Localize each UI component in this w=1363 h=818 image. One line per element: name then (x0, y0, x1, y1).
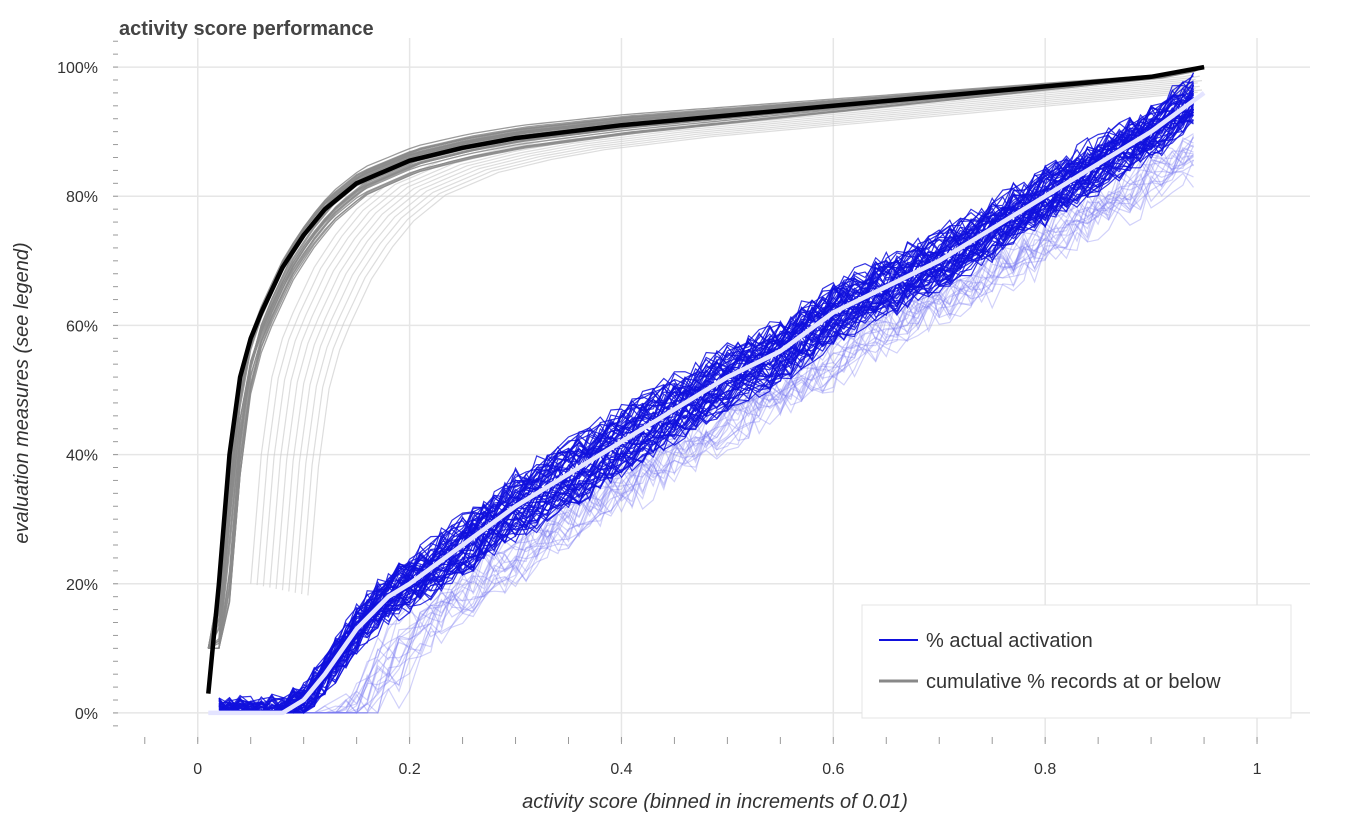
cumulative-faded-line (288, 85, 1200, 592)
y-tick-label: 60% (66, 318, 98, 335)
activation-faded-line (250, 170, 1194, 714)
series-layer (206, 64, 1206, 716)
activation-line (218, 92, 1194, 714)
legend-label-activation: % actual activation (926, 630, 1093, 652)
x-axis-title: activity score (binned in increments of … (522, 791, 908, 813)
cumulative-faded-line (307, 91, 1198, 596)
activation-faded-line (250, 172, 1194, 714)
x-tick-label: 0.6 (822, 761, 844, 778)
y-tick-label: 100% (57, 60, 98, 77)
chart-title: activity score performance (119, 18, 374, 40)
cumulative-faded-line (301, 89, 1203, 595)
cumulative-faded-line (281, 84, 1194, 591)
activation-mean-line (208, 91, 1206, 716)
activation-line (218, 111, 1195, 714)
activation-faded-line (250, 154, 1194, 714)
cumulative-mean-line (206, 64, 1205, 694)
activation-faded-line (250, 163, 1194, 714)
y-tick-label: 40% (66, 448, 98, 465)
y-tick-label: 80% (66, 189, 98, 206)
cumulative-line (207, 66, 1205, 649)
x-tick-label: 0 (193, 761, 202, 778)
y-tick-label: 20% (66, 577, 98, 594)
axes: 0 0.2 0.4 0.6 0.8 1 0% 20% 40% 60% 80% 100% (57, 40, 1262, 778)
cumulative-faded-line (250, 74, 1194, 584)
y-tick-label: 0% (75, 706, 98, 723)
activation-faded-line (250, 139, 1194, 714)
x-tick-label: 0.8 (1034, 761, 1056, 778)
activation-faded-line (250, 159, 1195, 714)
activation-line (218, 114, 1195, 714)
x-tick-label: 1 (1253, 761, 1262, 778)
activation-faded-line (250, 144, 1194, 714)
activation-faded-line (250, 135, 1195, 714)
activation-faded-line (250, 151, 1194, 714)
legend-label-cumulative: cumulative % records at or below (926, 671, 1221, 693)
cumulative-line (207, 66, 1205, 649)
activation-faded-line (250, 148, 1195, 715)
grid (113, 38, 1310, 742)
activation-faded-line (250, 145, 1195, 714)
activation-faded-line (250, 147, 1194, 714)
activation-faded-line (250, 133, 1194, 714)
activation-line (218, 119, 1194, 714)
activation-faded-line (250, 150, 1194, 714)
y-axis-title: evaluation measures (see legend) (11, 242, 33, 543)
legend-box (861, 604, 1292, 719)
cumulative-faded-line (275, 82, 1198, 589)
activation-line (218, 84, 1195, 715)
activation-line (218, 105, 1195, 714)
x-tick-label: 0.2 (398, 761, 420, 778)
legend: % actual activation cumulative % records… (861, 604, 1292, 719)
activation-faded-line (250, 136, 1195, 714)
activation-faded-line (250, 137, 1194, 714)
activation-faded-line (250, 159, 1194, 714)
cumulative-faded-line (294, 88, 1196, 593)
x-tick-label: 0.4 (610, 761, 632, 778)
